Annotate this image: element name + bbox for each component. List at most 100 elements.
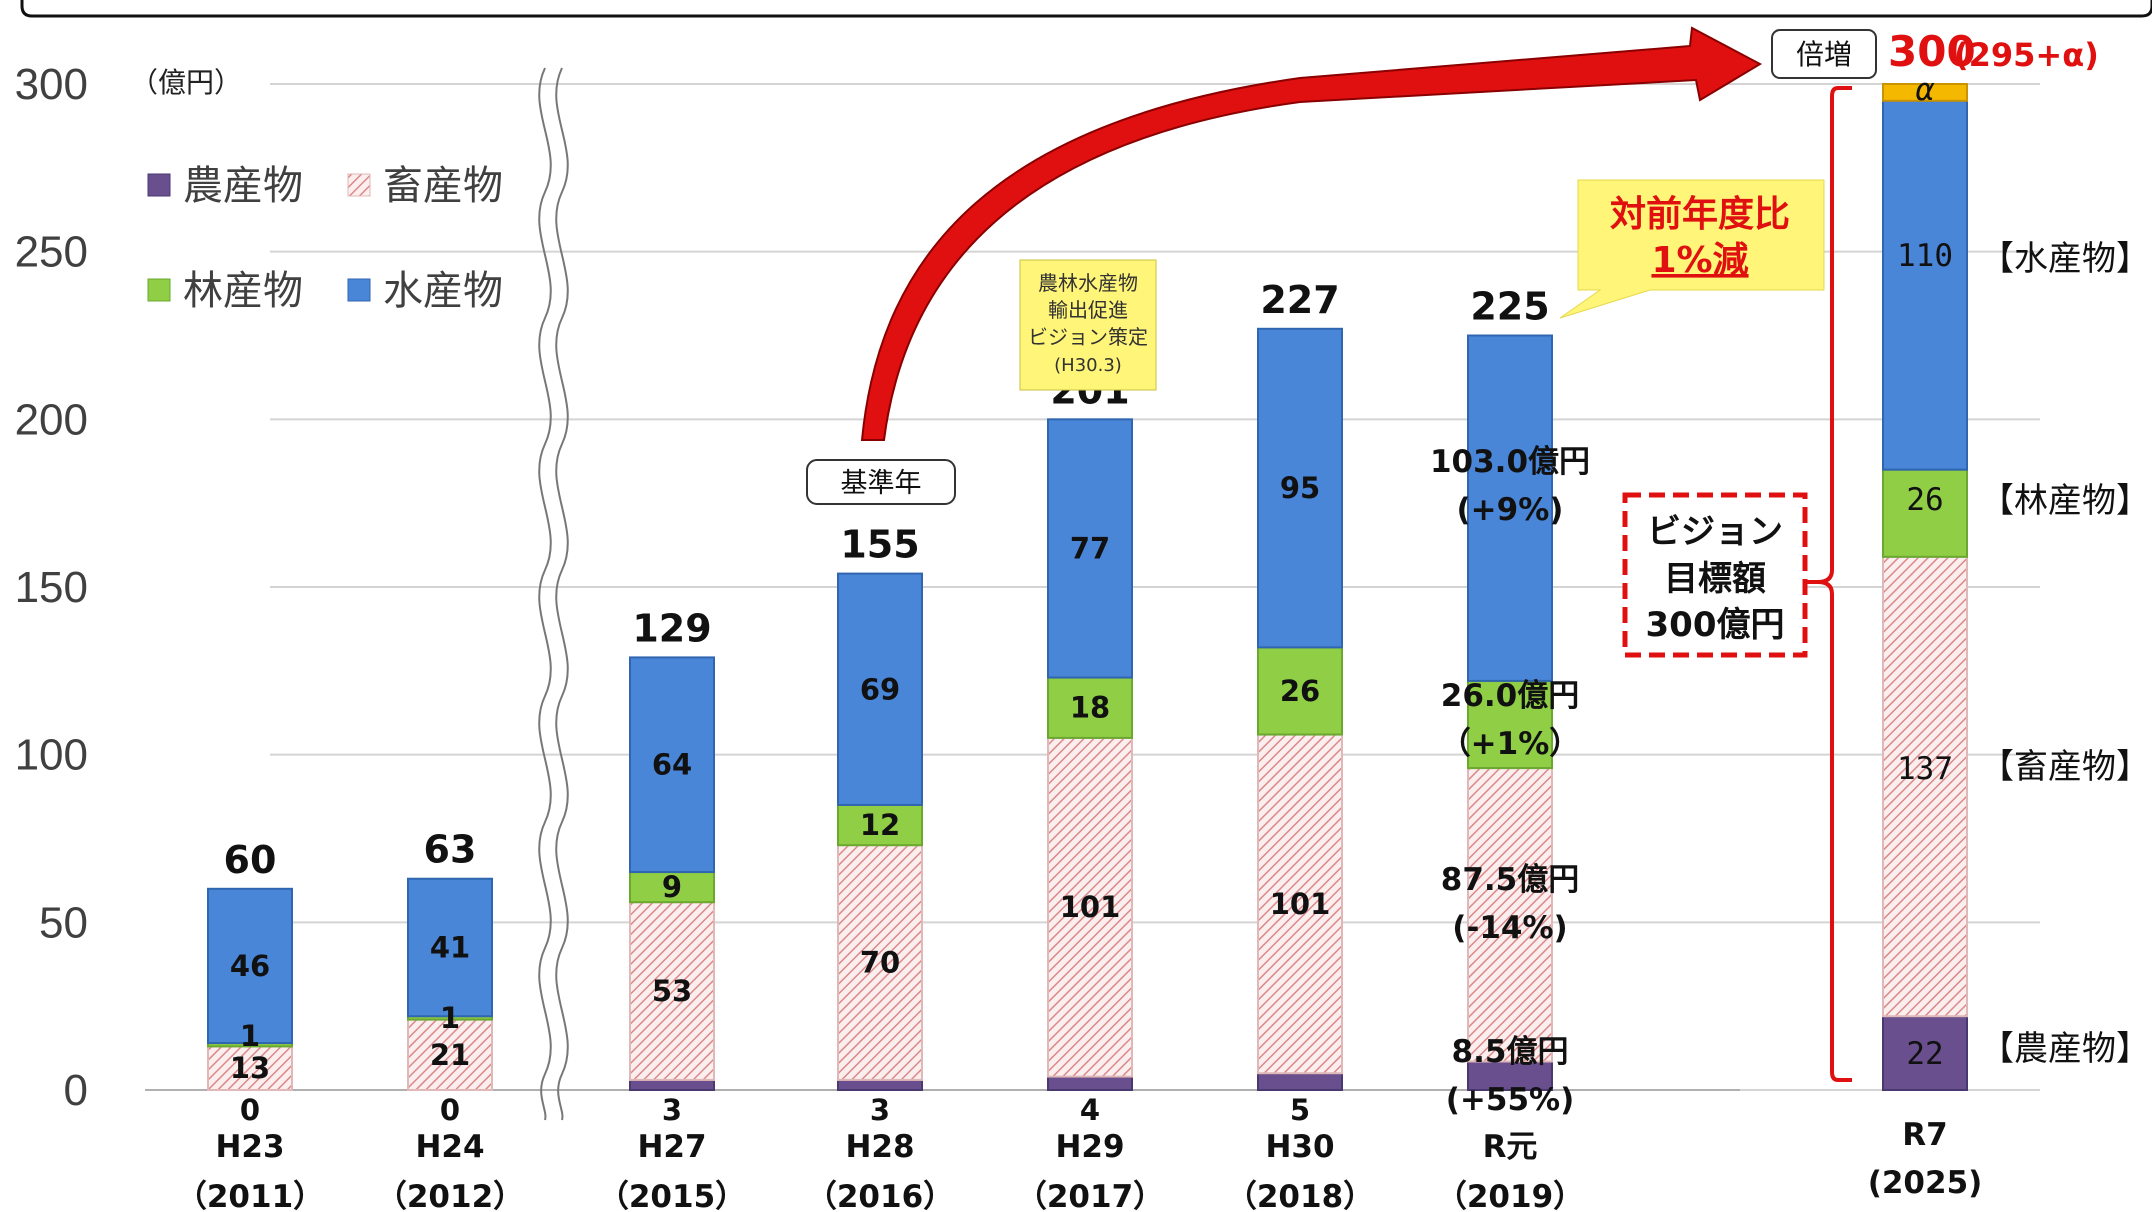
target-x-label: R7 <box>1902 1117 1947 1153</box>
target-segment-label: 110 <box>1897 238 1953 274</box>
x-category-label: H30 <box>1265 1129 1334 1165</box>
bar-group-H29: 20141011877H29（2017） <box>1016 368 1164 1212</box>
legend-swatch-3 <box>347 278 371 302</box>
y-tick-label: 200 <box>15 395 88 444</box>
yoy-line-2: 1%減 <box>1651 240 1748 281</box>
bar-total-label: 60 <box>224 838 277 882</box>
segment-value-label: 1 <box>240 1019 260 1053</box>
segment-value-label: 53 <box>652 974 692 1008</box>
segment-value-label: 5 <box>1290 1093 1310 1127</box>
x-category-year: （2015） <box>598 1179 746 1212</box>
y-tick-label: 0 <box>64 1066 88 1115</box>
bar-segment-農産物 <box>837 1078 923 1091</box>
segment-value-label: 101 <box>1060 890 1121 924</box>
bar-group-H28: 155 3 70 12 69 H28 （2016） <box>806 523 954 1212</box>
y-tick-label: 300 <box>15 60 88 109</box>
segment-value-label: 64 <box>652 748 692 782</box>
bar-group-H24: 63 0 211 41 H24 （2012） <box>376 828 524 1212</box>
r1-annotation-value: 103.0億円 <box>1430 444 1590 480</box>
bar-segment-農産物 <box>1257 1072 1343 1091</box>
double-label: 倍増 <box>1796 38 1852 71</box>
segment-value-label: 13 <box>230 1051 270 1085</box>
legend-label: 畜産物 <box>383 163 503 209</box>
x-category-label: H28 <box>845 1129 914 1165</box>
double-box <box>1771 29 1877 79</box>
x-category-year: （2018） <box>1226 1179 1374 1212</box>
target-category-label: 【畜産物】 <box>1980 747 2150 787</box>
bar-segment-林産物 <box>1257 646 1343 736</box>
segment-value-label: 3 <box>870 1093 890 1127</box>
bar-segment-水産物 <box>629 656 715 874</box>
vision-target-line-1: ビジョン <box>1647 512 1783 552</box>
vision-target-line-2: 目標額 <box>1664 559 1766 599</box>
segment-value-label: 46 <box>230 949 270 983</box>
bar-total-label: 225 <box>1470 285 1549 329</box>
axis-break-right <box>555 67 569 1121</box>
vision-note-line-1: 農林水産物 <box>1038 271 1138 295</box>
r1-annotation-change: (+9%) <box>1457 492 1564 528</box>
vision-note-line-3: ビジョン策定 <box>1028 325 1148 349</box>
legend-label: 林産物 <box>183 268 303 314</box>
target-total-main: 300 <box>1888 27 1976 76</box>
unit-label: （億円） <box>130 66 242 99</box>
target-segment-label: 26 <box>1906 482 1943 518</box>
vision-note-line-2: 輸出促進 <box>1048 298 1128 322</box>
y-tick-label: 150 <box>15 563 88 612</box>
vision-note-box <box>1019 259 1157 391</box>
bar-segment-林産物 <box>629 871 715 904</box>
bar-segment-水産物 <box>1467 334 1553 682</box>
bar-segment-水産物 <box>1257 327 1343 649</box>
bar-segment-畜産物 <box>1467 767 1553 1063</box>
bar-segment-水産物 <box>1047 418 1133 679</box>
bar-segment-農産物 <box>1467 1060 1553 1092</box>
base-year-label: 基準年 <box>841 468 922 499</box>
bar-group-R元: 225 R元 （2019） <box>1436 285 1584 1212</box>
y-tick-label: 100 <box>15 731 88 780</box>
r1-annotation-value: 87.5億円 <box>1441 862 1580 898</box>
x-category-year: （2012） <box>376 1179 524 1212</box>
r1-annotation-value: 26.0億円 <box>1441 678 1580 714</box>
legend-swatch-1 <box>347 173 371 197</box>
segment-value-label: 95 <box>1280 471 1320 505</box>
vision-note-line-4: (H30.3) <box>1054 355 1122 376</box>
segment-value-label: 21 <box>430 1038 470 1072</box>
bar-segment-畜産物 <box>1047 736 1133 1078</box>
segment-value-label: 9 <box>662 870 682 904</box>
segment-value-label: 18 <box>1070 691 1110 725</box>
r1-annotation-change: (-14%) <box>1452 910 1567 946</box>
x-category-year: （2011） <box>176 1179 324 1212</box>
r1-annotation-change: （+1%） <box>1440 726 1581 762</box>
bar-total-label: 129 <box>632 606 711 650</box>
vision-target-line-3: 300億円 <box>1646 605 1785 645</box>
legend-label: 水産物 <box>383 268 503 314</box>
target-bar: 22 137 26 110 α 【農産物】 【畜産物】 【林産物】 【水産物】 R7 (2025) <box>1868 72 2150 1201</box>
segment-value-label: 3 <box>662 1093 682 1127</box>
x-category-label: H23 <box>215 1129 284 1165</box>
target-x-year: (2025) <box>1868 1165 1983 1201</box>
target-category-label: 【水産物】 <box>1980 239 2150 279</box>
bar-segment-畜産物 <box>629 901 715 1081</box>
target-segment-3 <box>1882 99 1968 471</box>
target-segment-2 <box>1882 468 1968 558</box>
legend-swatch-2 <box>147 278 171 302</box>
segment-value-label: 101 <box>1270 887 1331 921</box>
bar-segment-林産物 <box>1047 676 1133 739</box>
segment-value-label: 0 <box>240 1093 260 1127</box>
y-tick-label: 50 <box>39 898 88 947</box>
bar-segment-農産物 <box>1047 1075 1133 1092</box>
x-category-label: H27 <box>637 1129 706 1165</box>
target-category-label: 【農産物】 <box>1980 1029 2150 1069</box>
bar-segment-畜産物 <box>207 1045 293 1091</box>
growth-arrow <box>860 26 1763 441</box>
bar-segment-畜産物 <box>837 844 923 1081</box>
target-segment-label: 22 <box>1906 1036 1943 1072</box>
y-axis: 0 50 100 150 200 250 300 <box>15 60 88 1115</box>
grid-lines <box>145 83 2040 1091</box>
segment-value-label: 1 <box>440 1001 460 1035</box>
bar-group-H27: 129 3 53 9 64 H27 （2015） <box>598 606 746 1212</box>
bar-group-H30: 227 5 101 26 95 H30 （2018） <box>1226 278 1374 1212</box>
yoy-bubble <box>1559 179 1825 319</box>
bar-segment-水産物 <box>207 887 293 1045</box>
